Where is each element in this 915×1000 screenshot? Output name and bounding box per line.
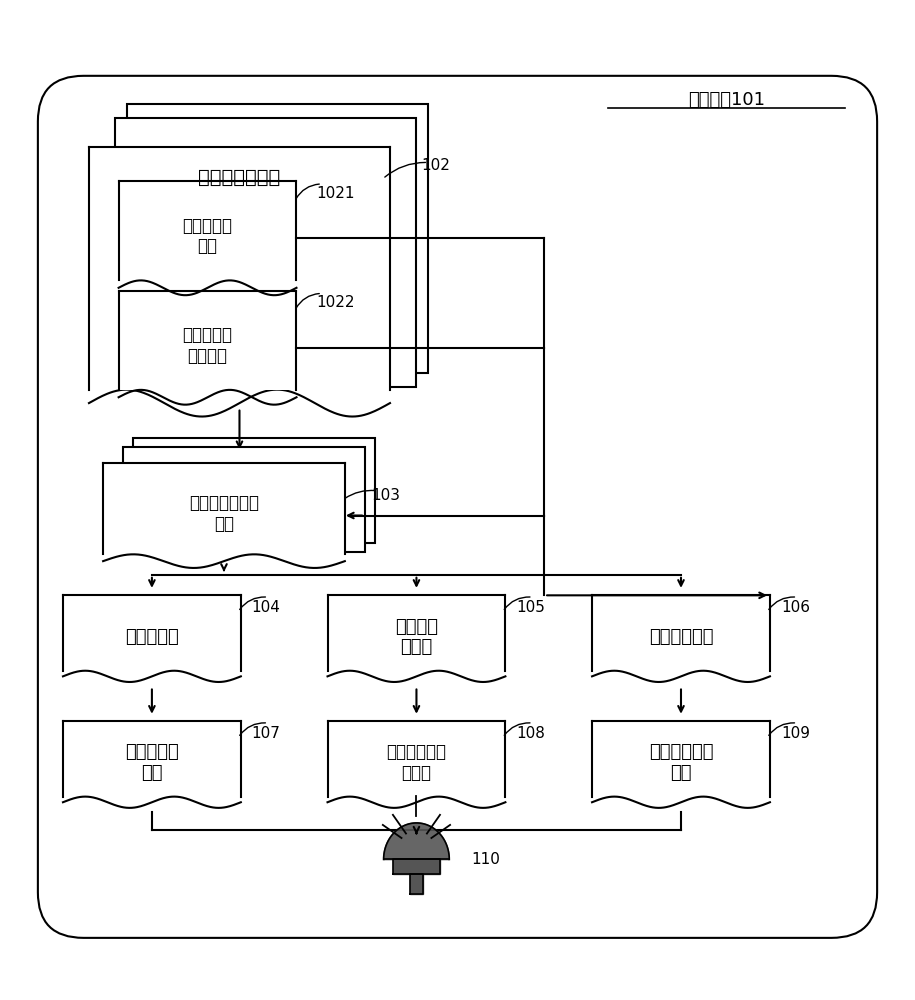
Text: 104: 104 — [252, 600, 281, 615]
Text: 110: 110 — [471, 852, 501, 867]
FancyBboxPatch shape — [124, 447, 365, 552]
Polygon shape — [328, 595, 505, 671]
Text: 108: 108 — [516, 726, 545, 741]
Polygon shape — [592, 721, 770, 797]
Polygon shape — [592, 595, 770, 671]
Text: 103: 103 — [371, 488, 400, 503]
Polygon shape — [393, 859, 440, 874]
FancyBboxPatch shape — [127, 104, 428, 373]
Polygon shape — [103, 463, 345, 554]
Text: 1021: 1021 — [317, 186, 355, 201]
Text: 终止点类型
信息: 终止点类型 信息 — [183, 217, 232, 255]
Text: 整体风险系数
阈值: 整体风险系数 阈值 — [649, 743, 714, 782]
Text: 终止点调用
信息序列: 终止点调用 信息序列 — [183, 326, 232, 365]
Text: 整体风险系数: 整体风险系数 — [649, 628, 714, 646]
Polygon shape — [328, 721, 505, 797]
Polygon shape — [63, 595, 241, 671]
FancyBboxPatch shape — [134, 438, 375, 543]
Polygon shape — [119, 181, 296, 280]
Polygon shape — [410, 874, 423, 894]
Text: 106: 106 — [780, 600, 810, 615]
Text: 107: 107 — [252, 726, 281, 741]
Text: 1022: 1022 — [317, 295, 355, 310]
Text: 故障风险增长
率阈值: 故障风险增长 率阈值 — [386, 743, 447, 782]
FancyBboxPatch shape — [114, 118, 415, 387]
Text: 计算设备101: 计算设备101 — [688, 91, 765, 109]
Text: 终止点信息集合: 终止点信息集合 — [199, 167, 281, 186]
FancyBboxPatch shape — [38, 76, 877, 938]
Polygon shape — [119, 291, 296, 390]
Text: 105: 105 — [516, 600, 545, 615]
Text: 故障风险
增长率: 故障风险 增长率 — [395, 618, 438, 656]
Polygon shape — [383, 823, 449, 859]
Text: 109: 109 — [780, 726, 810, 741]
Text: 102: 102 — [421, 158, 450, 173]
Text: 故障风险率
阈值: 故障风险率 阈值 — [125, 743, 178, 782]
Text: 有效终止点信息
集合: 有效终止点信息 集合 — [189, 494, 259, 533]
Text: 故障风险率: 故障风险率 — [125, 628, 178, 646]
Polygon shape — [63, 721, 241, 797]
Polygon shape — [89, 147, 390, 390]
